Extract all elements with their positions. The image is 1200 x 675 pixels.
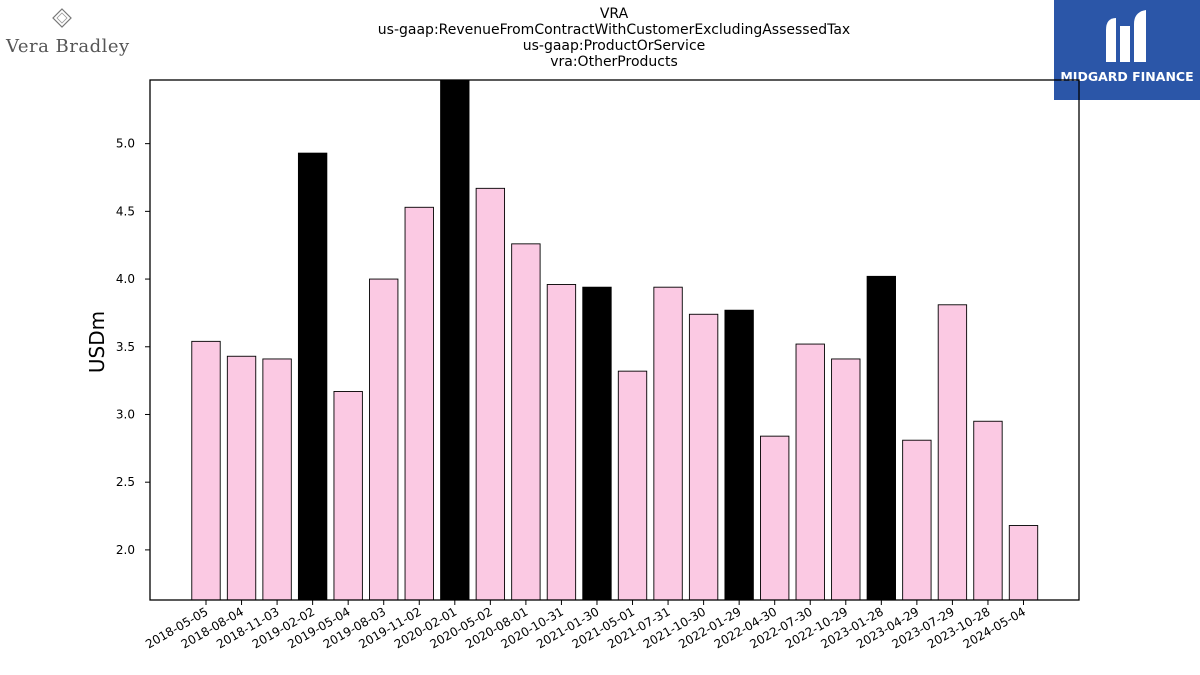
y-tick-label: 3.0 bbox=[116, 407, 135, 421]
bar-2021-05-01 bbox=[617, 370, 648, 601]
bar-2020-08-01 bbox=[511, 243, 541, 601]
bar-2024-05-04 bbox=[1008, 525, 1039, 601]
midgard-finance-mark-icon bbox=[1106, 10, 1146, 62]
bar-2023-04-29 bbox=[902, 439, 932, 601]
bar-2018-08-04 bbox=[226, 355, 257, 601]
bar-2023-01-28 bbox=[866, 275, 896, 601]
chart-title-line-4: vra:OtherProducts bbox=[550, 54, 678, 70]
y-tick-label: 4.5 bbox=[116, 204, 135, 218]
y-axis-label: USDm bbox=[85, 311, 109, 373]
vera-bradley-diamond-icon bbox=[52, 8, 72, 28]
bar-2022-07-30 bbox=[795, 343, 825, 601]
bar-2019-02-02 bbox=[297, 152, 328, 601]
chart-title-line-2: us-gaap:RevenueFromContractWithCustomerE… bbox=[377, 22, 851, 38]
bar-2019-08-03 bbox=[369, 278, 399, 601]
bar-2020-10-31 bbox=[546, 284, 577, 601]
bar-2018-05-05 bbox=[191, 340, 221, 601]
bar-2022-01-29 bbox=[724, 309, 754, 601]
bar-2019-05-04 bbox=[333, 391, 363, 601]
bar-2020-02-01 bbox=[440, 79, 470, 601]
midgard-finance-logo: MIDGARD FINANCE bbox=[1054, 0, 1200, 100]
x-axis: 2018-05-052018-08-042018-11-032019-02-02… bbox=[143, 600, 1028, 651]
y-axis: 2.0 2.5 3.0 3.5 4.0 4.5 5.0 bbox=[116, 137, 150, 557]
bar-2022-10-29 bbox=[831, 358, 861, 601]
y-tick-label: 5.0 bbox=[116, 137, 135, 151]
y-tick-label: 3.5 bbox=[116, 340, 135, 354]
y-tick-label: 4.0 bbox=[116, 272, 135, 286]
bar-2021-07-31 bbox=[653, 286, 683, 601]
bar-2023-07-29 bbox=[937, 304, 968, 601]
vera-bradley-logo-text: Vera Bradley bbox=[6, 36, 130, 57]
plot-frame bbox=[149, 79, 1080, 601]
y-tick-label: 2.5 bbox=[116, 475, 135, 489]
bars-group bbox=[191, 79, 1039, 601]
bar-2021-10-30 bbox=[688, 313, 719, 601]
bar-2023-10-28 bbox=[973, 420, 1003, 601]
bar-2019-11-02 bbox=[404, 206, 434, 601]
y-tick-label: 2.0 bbox=[116, 543, 135, 557]
midgard-finance-logo-text: MIDGARD FINANCE bbox=[1060, 69, 1194, 84]
bar-2021-01-30 bbox=[582, 286, 612, 601]
bar-2018-11-03 bbox=[262, 358, 292, 601]
chart-title-line-1: VRA bbox=[599, 6, 629, 22]
bar-2022-04-30 bbox=[760, 435, 790, 601]
chart-title-block: VRA us-gaap:RevenueFromContractWithCusto… bbox=[0, 6, 1200, 70]
bar-2020-05-02 bbox=[475, 187, 506, 601]
chart-title-line-3: us-gaap:ProductOrService bbox=[522, 38, 706, 54]
vera-bradley-logo: Vera Bradley bbox=[6, 6, 129, 62]
